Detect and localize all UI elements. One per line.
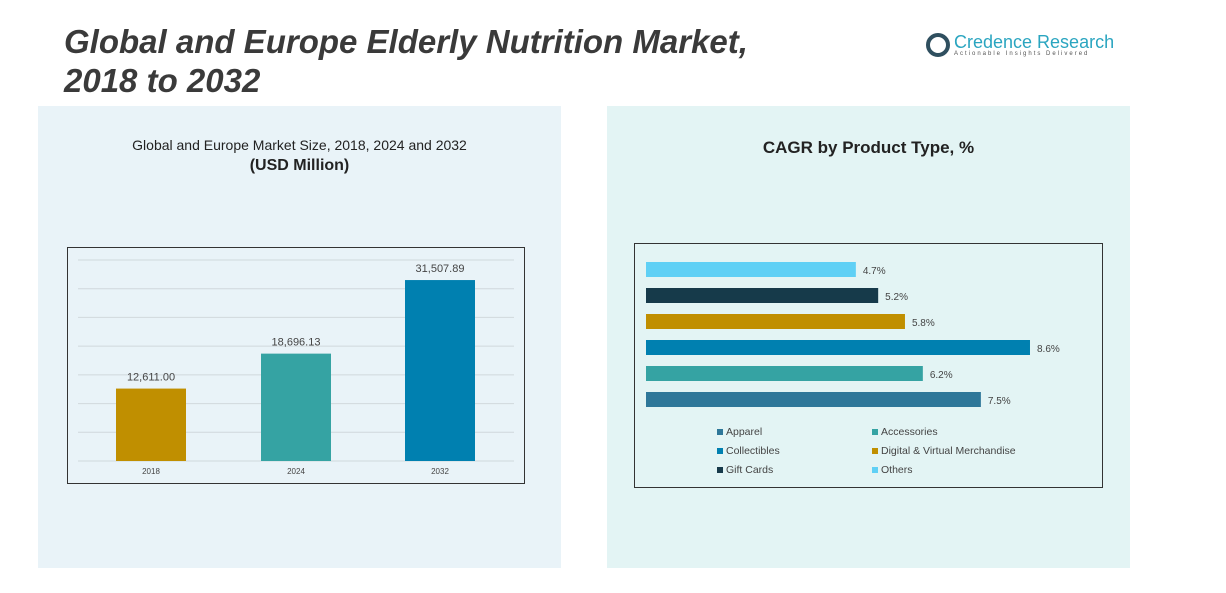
bar-digital-virtual-merchandise — [646, 314, 905, 329]
bar-accessories — [646, 366, 923, 381]
data-label: 4.7% — [863, 266, 886, 277]
bar-others — [646, 262, 856, 277]
legend-swatch — [872, 429, 878, 435]
data-label: 18,696.13 — [272, 337, 321, 349]
market-size-panel: Global and Europe Market Size, 2018, 202… — [38, 106, 561, 568]
data-label: 7.5% — [988, 396, 1011, 407]
bar-gift-cards — [646, 288, 879, 303]
market-size-chart: 12,611.00 2018 18,696.13 2024 31,507.89 2032 — [67, 247, 525, 484]
legend-item: Accessories — [881, 426, 938, 438]
cagr-panel: CAGR by Product Type, % 7.5% 6.2% 8.6% 5.8%… — [607, 106, 1130, 568]
bar-collectibles — [646, 340, 1030, 355]
bar-2018 — [116, 388, 186, 461]
data-label: 12,611.00 — [127, 372, 175, 384]
data-label: 31,507.89 — [416, 263, 465, 275]
credence-logo: Credence Research Actionable Insights De… — [926, 33, 1114, 57]
logo-name: Credence Research — [954, 32, 1115, 52]
legend-item: Collectibles — [726, 445, 780, 457]
data-label: 5.2% — [885, 292, 908, 303]
logo-tagline: Actionable Insights Delivered — [954, 51, 1090, 57]
plot-frame — [634, 243, 1103, 488]
bar-2032 — [405, 280, 475, 461]
logo-icon — [926, 33, 950, 57]
data-label: 8.6% — [1037, 344, 1060, 355]
legend-swatch — [717, 467, 723, 473]
legend-item: Digital & Virtual Merchandise — [881, 445, 1016, 457]
legend-swatch — [717, 448, 723, 454]
legend-swatch — [872, 448, 878, 454]
cagr-chart: 7.5% 6.2% 8.6% 5.8% 5.2% 4.7% Apparel Accessori… — [634, 243, 1103, 488]
title-line-2: 2018 to 2032 — [64, 62, 261, 99]
cagr-title: CAGR by Product Type, % — [762, 138, 975, 157]
title-line-1: Global and Europe Elderly Nutrition Mark… — [64, 23, 748, 60]
x-tick-label: 2032 — [431, 467, 449, 476]
page-title: Global and Europe Elderly Nutrition Mark… — [64, 22, 748, 100]
market-size-subtitle: (USD Million) — [249, 157, 350, 174]
legend-item: Gift Cards — [726, 464, 773, 476]
bar-2024 — [261, 353, 331, 461]
market-size-title: Global and Europe Market Size, 2018, 202… — [132, 137, 467, 153]
legend-item: Apparel — [726, 426, 762, 438]
data-label: 5.8% — [912, 318, 935, 329]
x-tick-label: 2024 — [287, 467, 305, 476]
legend-swatch — [872, 467, 878, 473]
legend-swatch — [717, 429, 723, 435]
plot-frame — [67, 247, 525, 484]
bar-apparel — [646, 392, 981, 407]
data-label: 6.2% — [930, 370, 953, 381]
x-tick-label: 2018 — [142, 467, 160, 476]
legend-item: Others — [881, 464, 913, 476]
